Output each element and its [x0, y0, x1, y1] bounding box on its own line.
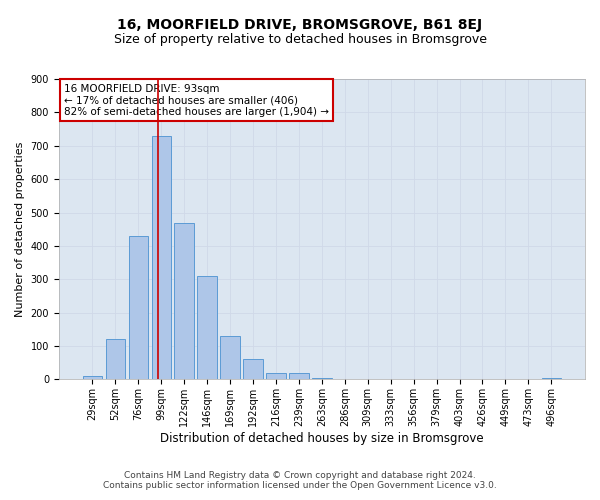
Bar	[106, 340, 125, 380]
Bar	[312, 378, 332, 380]
Bar	[244, 360, 263, 380]
Bar	[289, 373, 308, 380]
Bar	[128, 236, 148, 380]
Bar	[152, 136, 171, 380]
Bar	[542, 378, 561, 380]
Bar	[197, 276, 217, 380]
Text: 16 MOORFIELD DRIVE: 93sqm
← 17% of detached houses are smaller (406)
82% of semi: 16 MOORFIELD DRIVE: 93sqm ← 17% of detac…	[64, 84, 329, 116]
Bar	[83, 376, 102, 380]
Bar	[175, 222, 194, 380]
Bar	[220, 336, 240, 380]
Text: Contains HM Land Registry data © Crown copyright and database right 2024.
Contai: Contains HM Land Registry data © Crown c…	[103, 470, 497, 490]
Bar	[266, 373, 286, 380]
Text: 16, MOORFIELD DRIVE, BROMSGROVE, B61 8EJ: 16, MOORFIELD DRIVE, BROMSGROVE, B61 8EJ	[118, 18, 482, 32]
Y-axis label: Number of detached properties: Number of detached properties	[15, 142, 25, 317]
Text: Size of property relative to detached houses in Bromsgrove: Size of property relative to detached ho…	[113, 32, 487, 46]
X-axis label: Distribution of detached houses by size in Bromsgrove: Distribution of detached houses by size …	[160, 432, 484, 445]
